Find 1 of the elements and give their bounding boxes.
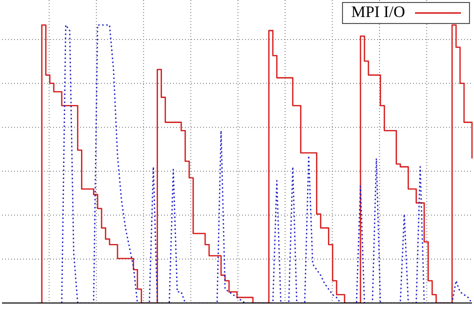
- legend-label: MPI I/O: [351, 3, 405, 23]
